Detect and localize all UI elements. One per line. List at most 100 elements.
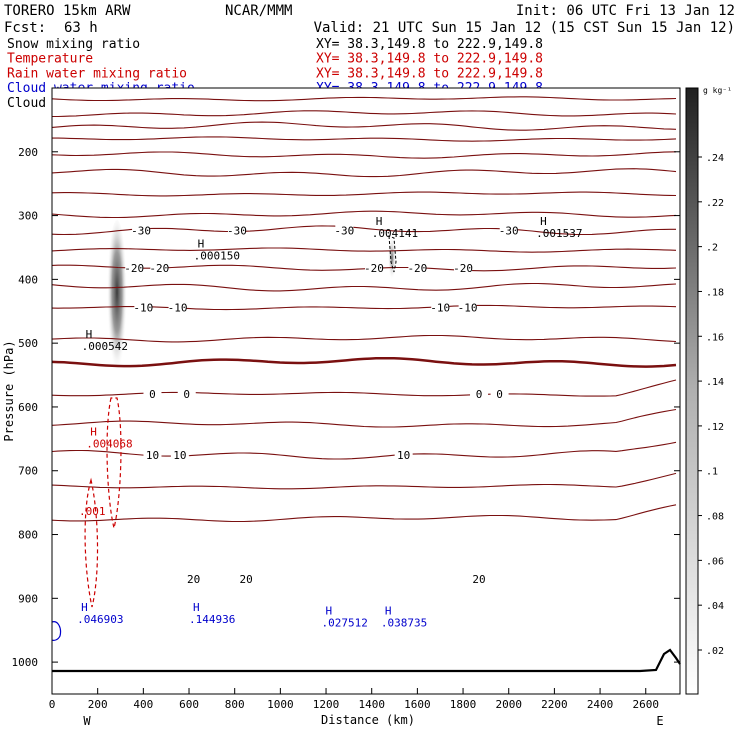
fcst-value: 63 h [64,20,98,36]
isotherm-line [51,121,677,131]
isotherm-label: -30 [131,224,151,237]
isotherm-label: 0 [183,388,190,401]
isotherm-label-bg [431,301,450,313]
field-xy: XY= 38.3,149.8 to 222.9,149.8 [316,52,543,67]
isotherm-label-bg [364,261,383,273]
isotherm-label: -20 [124,262,144,275]
colorbar-tick-label: .22 [706,198,724,209]
isotherm-label: -10 [458,301,478,314]
maximum-marker: H [81,601,88,614]
colorbar-tick-label: .14 [706,377,724,388]
field-xy: XY= 38.3,149.8 to 222.9,149.8 [316,37,543,52]
colorbar-tick-label: .04 [706,601,724,612]
maximum-value: .046903 [77,613,123,626]
x-tick-label: 1400 [358,698,385,711]
x-tick-label: 2600 [632,698,659,711]
maximum-value: .144936 [189,613,235,626]
colorbar-tick-label: .2 [706,243,718,254]
y-tick-label: 300 [18,210,38,223]
isotherm-label-bg [132,224,151,236]
isotherm-label-bg [454,261,473,273]
colorbar-tick-label: .12 [706,422,724,433]
y-tick-label: 800 [18,529,38,542]
rain-water-contour-lower [84,477,99,608]
isotherm-line [51,504,677,523]
x-tick-label: 2200 [541,698,568,711]
isotherm-label: 0 [149,388,156,401]
colorbar-tick-label: .1 [706,467,718,478]
colorbar-tick-label: .02 [706,646,724,657]
isotherm-label: -30 [499,224,519,237]
field-name: Snow mixing ratio [7,37,140,52]
isotherm-label-bg [150,261,169,273]
maximum-value: .038735 [381,616,427,629]
init-time: Init: 06 UTC Fri 13 Jan 12 [516,3,735,19]
maximum-value: .004141 [372,227,418,240]
x-tick-label: 2000 [495,698,522,711]
maximum-value: .027512 [321,616,367,629]
colorbar-tick-label: .24 [706,153,724,164]
plot-area: -30 -30 -30 -30 -20 -20 -20 -20 -20 -10 -10 -10 -10 0… [12,87,681,711]
isotherm-label-bg [499,224,518,236]
x-tick-label: 600 [179,698,199,711]
fcst-label: Fcst: [4,20,46,36]
isotherm-label: 10 [173,449,186,462]
isotherm-label-bg [470,573,489,585]
colorbar-tick-label: .08 [706,512,724,523]
isotherm-label: 20 [187,573,200,586]
isotherm-label-bg [490,388,509,400]
colorbar-tick-label: .16 [706,332,724,343]
isotherm-label: -20 [453,262,473,275]
x-tick-label: 1600 [404,698,431,711]
cloud-ice-contour [388,235,397,273]
colorbar-unit: g kg⁻¹ [703,86,732,95]
isotherm-line [51,282,677,292]
isotherm-label: -20 [364,262,384,275]
maximum-marker: H [86,328,93,341]
x-tick-label: 1800 [450,698,477,711]
x-tick-label: 400 [133,698,153,711]
isotherm-line [51,408,677,428]
y-tick-label: 700 [18,465,38,478]
maximum-marker: H [90,426,97,439]
maximum-marker: H [198,237,205,250]
isotherm-label: 0 [476,388,483,401]
y-tick-label: 400 [18,273,38,286]
maximum-marker: H [385,604,392,617]
y-tick-label: 1000 [12,656,39,669]
isotherm-line [51,168,677,178]
x-tick-label: 200 [88,698,108,711]
isotherm-label: -20 [407,262,427,275]
zero-isotherm [51,356,677,368]
isotherm-line [52,136,677,142]
isotherm-label-bg [394,448,413,460]
isotherm-label: -10 [168,301,188,314]
isotherm-label-bg [408,261,427,273]
rain-water-contour [106,397,122,529]
x-tick-label: 0 [49,698,56,711]
isotherm-label-bg [335,224,354,236]
isotherm-label: -30 [227,224,247,237]
maximum-value: .001537 [536,227,582,240]
east-label: E [656,714,663,728]
isotherm-line [51,247,677,253]
y-tick-label: 500 [18,337,38,350]
isotherm-line [51,96,677,102]
colorbar-fill [685,87,699,695]
x-tick-label: 1200 [313,698,340,711]
valid-time: Valid: 21 UTC Sun 15 Jan 12 (15 CST Sun … [314,20,735,36]
rain-contour-label: .001 [79,505,106,518]
source-label: NCAR/MMM [225,3,292,19]
x-tick-label: 2400 [587,698,614,711]
isotherm-line [52,110,677,118]
isotherm-line [51,210,677,219]
isotherm-label: 10 [397,449,410,462]
maximum-marker: H [325,604,332,617]
isotherm-line [51,225,676,236]
x-axis-title: Distance (km) [321,713,415,727]
maximum-value: .000150 [194,249,240,262]
isotherm-label: 10 [146,449,159,462]
isotherm-label-bg [134,301,153,313]
isotherm-label: 20 [239,573,252,586]
